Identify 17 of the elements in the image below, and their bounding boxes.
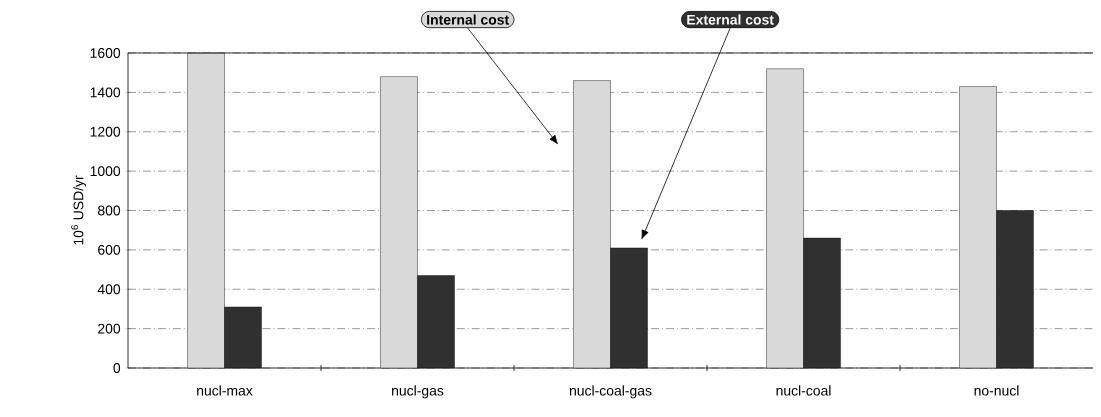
- y-tick-label: 1600: [90, 48, 121, 58]
- y-tick-label: 600: [98, 244, 121, 255]
- legend-label: External cost: [687, 14, 774, 25]
- x-tick-label: no-nucl: [974, 385, 1019, 396]
- y-tick-label: 1000: [90, 166, 121, 177]
- y-tick-label: 200: [98, 323, 121, 334]
- y-tick-label: 1200: [90, 126, 121, 137]
- y-tick-label: 800: [97, 205, 121, 216]
- x-tick-label: nucl-coal: [776, 385, 831, 396]
- y-tick-label: 1400: [90, 87, 121, 98]
- y-tick-label: 400: [97, 284, 121, 295]
- legend-label: Internal cost: [427, 14, 509, 25]
- y-axis-title: 10$^{6}$ USD/yr: [71, 175, 87, 245]
- x-tick-label: nucl-max: [197, 385, 253, 396]
- y-tick-label: 0: [113, 363, 121, 373]
- x-tick-label: nucl-coal-gas: [569, 385, 652, 399]
- x-tick-label: nucl-gas: [392, 385, 444, 399]
